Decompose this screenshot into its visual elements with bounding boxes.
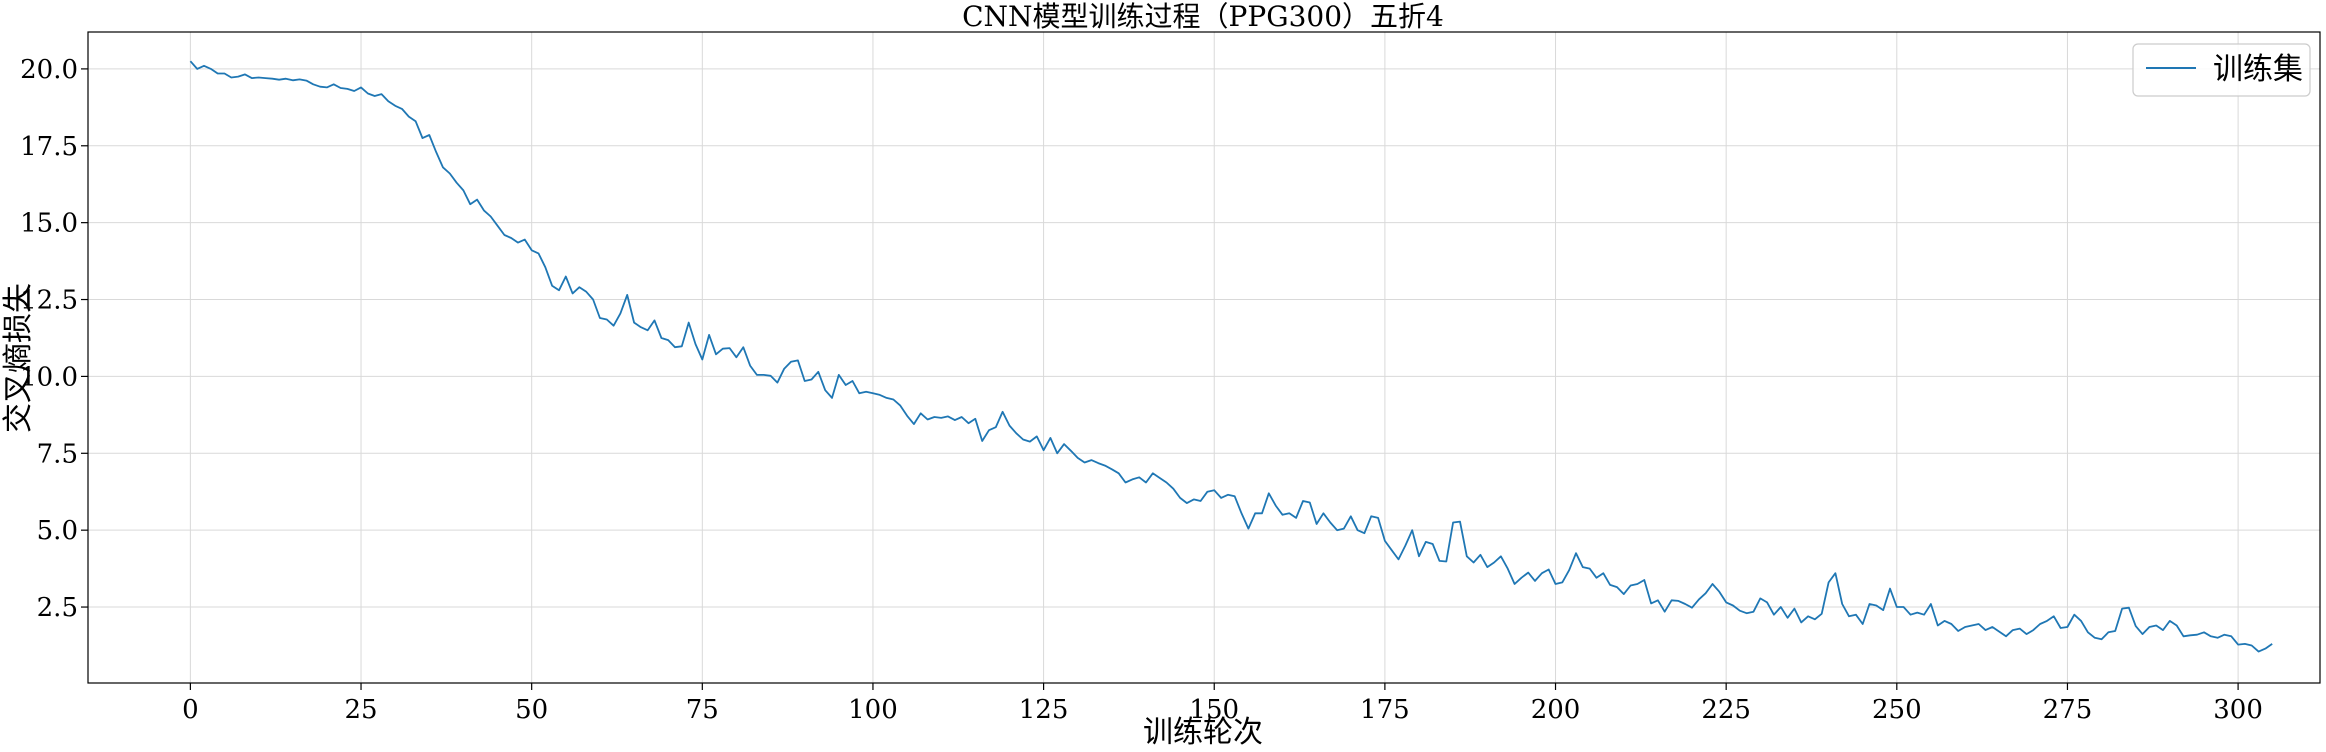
x-tick-label: 125 [1019, 695, 1069, 725]
x-axis-label: 训练轮次 [1143, 715, 1263, 750]
y-tick-label: 2.5 [37, 593, 78, 623]
series-line [189, 60, 2273, 653]
x-tick-label: 225 [1701, 695, 1751, 725]
y-tick-label: 12.5 [20, 286, 78, 316]
series-layer [189, 60, 2273, 653]
x-tick-label: 25 [344, 695, 377, 725]
y-tick-label: 5.0 [37, 516, 78, 546]
axis-ticks: 0 25 50 75 100 125 150 175 200 225 250 275 300 2.5 5.0… [20, 55, 2263, 725]
x-tick-label: 275 [2043, 695, 2093, 725]
x-tick-label: 50 [515, 695, 548, 725]
y-tick-label: 17.5 [20, 132, 78, 162]
x-tick-label: 100 [848, 695, 898, 725]
x-tick-label: 0 [182, 695, 199, 725]
legend-label: 训练集 [2213, 52, 2303, 87]
y-tick-label: 15.0 [20, 209, 78, 239]
y-tick-label: 10.0 [20, 362, 78, 392]
legend: 训练集 [2132, 43, 2311, 97]
x-tick-label: 150 [1189, 695, 1239, 725]
x-tick-label: 75 [686, 695, 719, 725]
x-tick-label: 250 [1872, 695, 1922, 725]
y-tick-label: 7.5 [37, 439, 78, 469]
x-tick-label: 175 [1360, 695, 1410, 725]
y-axis-label: 交叉熵损失 [1, 283, 36, 433]
x-tick-label: 300 [2213, 695, 2263, 725]
x-tick-label: 200 [1531, 695, 1581, 725]
plot-frame [87, 31, 2321, 684]
chart-title: CNN模型训练过程（PPG300）五折4 [962, 0, 1444, 33]
y-tick-label: 20.0 [20, 55, 78, 85]
legend-box [2132, 43, 2311, 97]
grid [88, 32, 2320, 683]
